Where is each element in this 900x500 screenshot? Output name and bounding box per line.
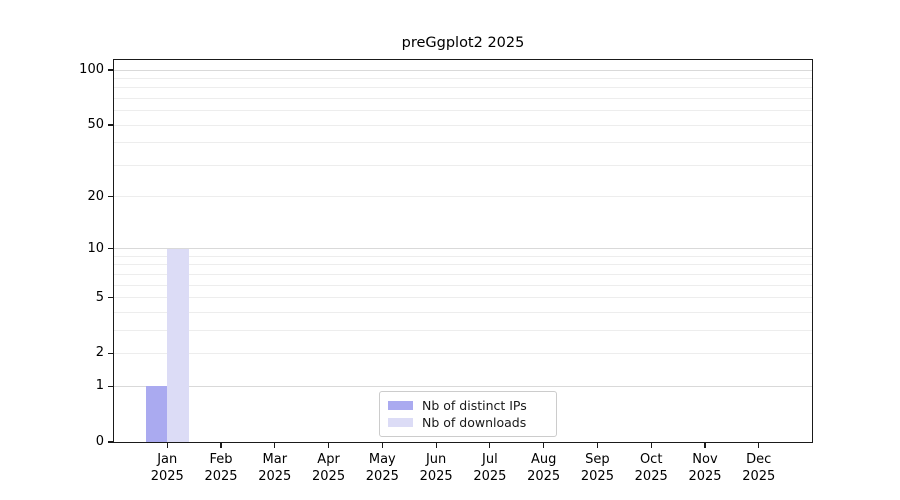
legend-row: Nb of distinct IPs: [388, 398, 548, 413]
x-tick-label: Aug 2025: [527, 452, 561, 484]
x-tick-mark: [704, 443, 706, 448]
x-tick-mark: [489, 443, 491, 448]
bar-nb-of-downloads-jan: [167, 248, 189, 442]
x-tick-label: Jun 2025: [419, 452, 453, 484]
x-tick-mark: [543, 443, 545, 448]
x-tick-mark: [435, 443, 437, 448]
x-tick-mark: [758, 443, 760, 448]
y-tick-mark: [108, 124, 113, 126]
y-tick-label: 10: [87, 240, 104, 256]
x-tick-label: Nov 2025: [688, 452, 722, 484]
y-tick-label: 0: [95, 434, 104, 449]
legend-row: Nb of downloads: [388, 415, 548, 430]
chart-title: preGgplot2 2025: [401, 35, 525, 51]
minor-gridline: [114, 255, 812, 257]
minor-gridline: [114, 97, 812, 99]
y-tick-label: 20: [87, 188, 104, 204]
x-tick-label: May 2025: [365, 452, 399, 484]
x-tick-label: Mar 2025: [258, 452, 292, 484]
major-gridline: [114, 248, 812, 250]
x-tick-label: Jan 2025: [150, 452, 184, 484]
minor-gridline: [114, 273, 812, 275]
major-gridline: [114, 69, 812, 71]
x-tick-label: Jul 2025: [473, 452, 507, 484]
x-tick-label: Sep 2025: [580, 452, 614, 484]
x-tick-mark: [166, 443, 168, 448]
y-tick-mark: [108, 195, 113, 198]
minor-gridline: [114, 124, 812, 126]
y-tick-label: 2: [95, 345, 104, 361]
legend-swatch-nb-of-distinct-ips: [388, 401, 413, 410]
y-tick-label: 1: [95, 378, 104, 394]
y-tick-mark: [108, 352, 113, 355]
y-tick-label: 5: [95, 289, 104, 305]
x-tick-label: Dec 2025: [742, 452, 776, 484]
x-tick-mark: [381, 443, 383, 448]
legend: Nb of distinct IPs Nb of downloads: [379, 391, 557, 437]
minor-gridline: [114, 284, 812, 286]
y-tick-mark: [108, 441, 113, 443]
x-tick-mark: [327, 443, 330, 448]
x-tick-mark: [650, 443, 652, 448]
minor-gridline: [114, 87, 812, 89]
major-gridline: [114, 385, 812, 387]
y-tick-mark: [108, 385, 113, 387]
minor-gridline: [114, 196, 812, 198]
y-tick-mark: [108, 69, 113, 71]
x-tick-mark: [596, 443, 599, 448]
minor-gridline: [114, 352, 812, 354]
x-tick-mark: [274, 443, 276, 448]
y-tick-mark: [108, 248, 113, 250]
legend-label: Nb of distinct IPs: [422, 398, 527, 413]
minor-gridline: [114, 264, 812, 266]
x-tick-label: Feb 2025: [204, 452, 238, 484]
y-tick-label: 100: [79, 62, 104, 77]
y-tick-mark: [108, 296, 113, 299]
bar-nb-of-distinct-ips-jan: [145, 386, 168, 442]
minor-gridline: [114, 297, 812, 299]
x-tick-mark: [220, 443, 222, 448]
legend-swatch-nb-of-downloads: [388, 418, 413, 427]
minor-gridline: [114, 110, 812, 112]
x-tick-label: Apr 2025: [312, 452, 346, 484]
x-tick-label: Oct 2025: [634, 452, 668, 484]
y-tick-label: 50: [87, 117, 104, 133]
minor-gridline: [114, 329, 812, 331]
minor-gridline: [114, 164, 812, 166]
minor-gridline: [114, 142, 812, 144]
legend-label: Nb of downloads: [422, 415, 527, 430]
minor-gridline: [114, 311, 812, 313]
minor-gridline: [114, 77, 812, 79]
